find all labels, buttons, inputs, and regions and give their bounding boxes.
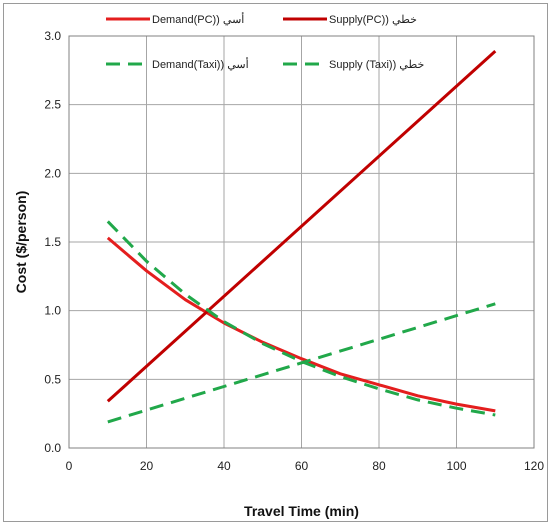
legend-label: Supply(PC)) خطي xyxy=(329,14,417,26)
series-line-0 xyxy=(106,236,496,413)
series-layer xyxy=(106,49,497,424)
x-tick-label: 0 xyxy=(66,459,73,473)
y-tick-label: 1.0 xyxy=(44,304,61,318)
x-tick-label: 40 xyxy=(217,459,231,473)
x-tick-label: 80 xyxy=(372,459,386,473)
series-line-1 xyxy=(106,49,497,403)
plot-area-border xyxy=(68,35,535,449)
x-tick-label: 60 xyxy=(295,459,309,473)
legend-label: Supply (Taxi)) خطي xyxy=(329,59,424,71)
y-tick-label: 2.0 xyxy=(44,166,61,180)
y-tick-label: 1.5 xyxy=(44,235,61,249)
series-line-2 xyxy=(106,220,496,417)
legend: Demand(PC)) أسي Supply(PC)) خطي Demand(Tax… xyxy=(106,12,424,71)
legend-label: Demand(Taxi)) أسي xyxy=(152,57,249,71)
y-tick-label: 0.5 xyxy=(44,372,61,386)
x-tick-label: 20 xyxy=(140,459,154,473)
x-tick-label: 100 xyxy=(446,459,466,473)
x-tick-label: 120 xyxy=(524,459,544,473)
series-line-3 xyxy=(107,302,496,424)
grid-lines xyxy=(69,36,534,448)
x-tick-labels: 0 20 40 60 80 100 120 xyxy=(66,459,545,473)
legend-label: Demand(PC)) أسي xyxy=(152,12,244,26)
y-tick-label: 0.0 xyxy=(44,441,61,455)
y-tick-label: 2.5 xyxy=(44,98,61,112)
y-axis-title: Cost ($/person) xyxy=(13,191,29,294)
x-axis-title: Travel Time (min) xyxy=(244,503,359,519)
y-tick-labels: 0.0 0.5 1.0 1.5 2.0 2.5 3.0 xyxy=(44,29,61,455)
y-tick-label: 3.0 xyxy=(44,29,61,43)
chart-frame xyxy=(3,3,548,522)
